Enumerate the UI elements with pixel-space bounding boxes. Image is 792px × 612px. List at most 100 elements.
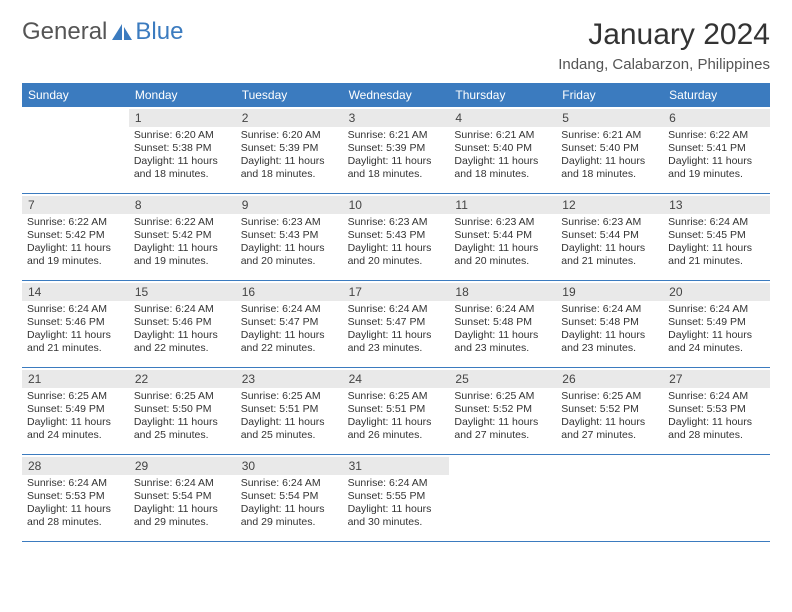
sunset-text: Sunset: 5:44 PM xyxy=(454,229,551,242)
calendar-cell: 29 Sunrise: 6:24 AMSunset: 5:54 PMDayligh… xyxy=(129,455,236,541)
daylight-text: Daylight: 11 hours and 18 minutes. xyxy=(454,155,551,181)
sunset-text: Sunset: 5:55 PM xyxy=(348,490,445,503)
sunrise-text: Sunrise: 6:23 AM xyxy=(241,216,338,229)
sunrise-text: Sunrise: 6:24 AM xyxy=(241,477,338,490)
sunrise-text: Sunrise: 6:23 AM xyxy=(561,216,658,229)
date-number: 22 xyxy=(129,370,236,388)
daylight-text: Daylight: 11 hours and 28 minutes. xyxy=(27,503,124,529)
date-number: 28 xyxy=(22,457,129,475)
day-header-cell: Thursday xyxy=(449,83,556,107)
calendar-week: 21Sunrise: 6:25 AMSunset: 5:49 PMDayligh… xyxy=(22,368,770,455)
sunrise-text: Sunrise: 6:25 AM xyxy=(134,390,231,403)
calendar-cell: 28 Sunrise: 6:24 AMSunset: 5:53 PMDayligh… xyxy=(22,455,129,541)
day-header-cell: Wednesday xyxy=(343,83,450,107)
daylight-text: Daylight: 11 hours and 29 minutes. xyxy=(134,503,231,529)
sunrise-text: Sunrise: 6:23 AM xyxy=(348,216,445,229)
sunset-text: Sunset: 5:52 PM xyxy=(454,403,551,416)
sail-icon xyxy=(111,23,133,41)
sunset-text: Sunset: 5:51 PM xyxy=(348,403,445,416)
calendar-cell: 11Sunrise: 6:23 AMSunset: 5:44 PMDayligh… xyxy=(449,194,556,280)
sunrise-text: Sunrise: 6:21 AM xyxy=(348,129,445,142)
sunrise-text: Sunrise: 6:24 AM xyxy=(134,477,231,490)
calendar-cell: 3 Sunrise: 6:21 AMSunset: 5:39 PMDaylight… xyxy=(343,107,450,193)
calendar-cell: 9 Sunrise: 6:23 AMSunset: 5:43 PMDaylight… xyxy=(236,194,343,280)
sunset-text: Sunset: 5:46 PM xyxy=(27,316,124,329)
page-title: January 2024 xyxy=(558,18,770,52)
sunset-text: Sunset: 5:38 PM xyxy=(134,142,231,155)
sunrise-text: Sunrise: 6:23 AM xyxy=(454,216,551,229)
date-number: 20 xyxy=(663,283,770,301)
calendar-cell: 25Sunrise: 6:25 AMSunset: 5:52 PMDayligh… xyxy=(449,368,556,454)
title-block: January 2024 Indang, Calabarzon, Philipp… xyxy=(558,18,770,73)
daylight-text: Daylight: 11 hours and 22 minutes. xyxy=(241,329,338,355)
sunrise-text: Sunrise: 6:22 AM xyxy=(668,129,765,142)
date-number: 3 xyxy=(343,109,450,127)
sunrise-text: Sunrise: 6:24 AM xyxy=(27,477,124,490)
date-number: 29 xyxy=(129,457,236,475)
sunset-text: Sunset: 5:39 PM xyxy=(241,142,338,155)
daylight-text: Daylight: 11 hours and 23 minutes. xyxy=(561,329,658,355)
date-number: 30 xyxy=(236,457,343,475)
sunrise-text: Sunrise: 6:24 AM xyxy=(668,390,765,403)
date-number: 10 xyxy=(343,196,450,214)
date-number xyxy=(22,109,129,126)
date-number: 7 xyxy=(22,196,129,214)
sunrise-text: Sunrise: 6:24 AM xyxy=(454,303,551,316)
daylight-text: Daylight: 11 hours and 20 minutes. xyxy=(348,242,445,268)
sunset-text: Sunset: 5:54 PM xyxy=(241,490,338,503)
daylight-text: Daylight: 11 hours and 18 minutes. xyxy=(348,155,445,181)
date-number: 11 xyxy=(449,196,556,214)
calendar-cell xyxy=(556,455,663,541)
date-number: 12 xyxy=(556,196,663,214)
sunset-text: Sunset: 5:52 PM xyxy=(561,403,658,416)
calendar-cell: 12Sunrise: 6:23 AMSunset: 5:44 PMDayligh… xyxy=(556,194,663,280)
sunset-text: Sunset: 5:53 PM xyxy=(27,490,124,503)
sunrise-text: Sunrise: 6:24 AM xyxy=(241,303,338,316)
date-number: 25 xyxy=(449,370,556,388)
date-number: 26 xyxy=(556,370,663,388)
daylight-text: Daylight: 11 hours and 19 minutes. xyxy=(27,242,124,268)
calendar-cell: 27Sunrise: 6:24 AMSunset: 5:53 PMDayligh… xyxy=(663,368,770,454)
calendar-cell: 5Sunrise: 6:21 AMSunset: 5:40 PMDaylight… xyxy=(556,107,663,193)
calendar-cell: 21Sunrise: 6:25 AMSunset: 5:49 PMDayligh… xyxy=(22,368,129,454)
sunset-text: Sunset: 5:40 PM xyxy=(454,142,551,155)
calendar-cell: 1Sunrise: 6:20 AMSunset: 5:38 PMDaylight… xyxy=(129,107,236,193)
date-number: 4 xyxy=(449,109,556,127)
sunrise-text: Sunrise: 6:21 AM xyxy=(454,129,551,142)
calendar-week: 1Sunrise: 6:20 AMSunset: 5:38 PMDaylight… xyxy=(22,107,770,194)
daylight-text: Daylight: 11 hours and 21 minutes. xyxy=(668,242,765,268)
daylight-text: Daylight: 11 hours and 24 minutes. xyxy=(668,329,765,355)
calendar-cell xyxy=(22,107,129,193)
brand-logo: General Blue xyxy=(22,18,183,46)
sunset-text: Sunset: 5:54 PM xyxy=(134,490,231,503)
page-subtitle: Indang, Calabarzon, Philippines xyxy=(558,56,770,73)
date-number: 9 xyxy=(236,196,343,214)
daylight-text: Daylight: 11 hours and 27 minutes. xyxy=(561,416,658,442)
brand-text-general: General xyxy=(22,18,107,46)
date-number: 17 xyxy=(343,283,450,301)
calendar-week: 28Sunrise: 6:24 AMSunset: 5:53 PMDayligh… xyxy=(22,455,770,542)
sunrise-text: Sunrise: 6:24 AM xyxy=(348,303,445,316)
calendar-cell: 8Sunrise: 6:22 AMSunset: 5:42 PMDaylight… xyxy=(129,194,236,280)
calendar-cell: 24Sunrise: 6:25 AMSunset: 5:51 PMDayligh… xyxy=(343,368,450,454)
sunrise-text: Sunrise: 6:24 AM xyxy=(561,303,658,316)
daylight-text: Daylight: 11 hours and 20 minutes. xyxy=(241,242,338,268)
daylight-text: Daylight: 11 hours and 26 minutes. xyxy=(348,416,445,442)
sunrise-text: Sunrise: 6:25 AM xyxy=(454,390,551,403)
daylight-text: Daylight: 11 hours and 23 minutes. xyxy=(348,329,445,355)
sunset-text: Sunset: 5:40 PM xyxy=(561,142,658,155)
sunrise-text: Sunrise: 6:25 AM xyxy=(241,390,338,403)
sunrise-text: Sunrise: 6:24 AM xyxy=(348,477,445,490)
sunset-text: Sunset: 5:43 PM xyxy=(241,229,338,242)
calendar-cell: 2Sunrise: 6:20 AMSunset: 5:39 PMDaylight… xyxy=(236,107,343,193)
date-number: 23 xyxy=(236,370,343,388)
sunset-text: Sunset: 5:39 PM xyxy=(348,142,445,155)
calendar-week: 14Sunrise: 6:24 AMSunset: 5:46 PMDayligh… xyxy=(22,281,770,368)
calendar-cell: 26Sunrise: 6:25 AMSunset: 5:52 PMDayligh… xyxy=(556,368,663,454)
day-header-cell: Sunday xyxy=(22,83,129,107)
date-number xyxy=(556,457,663,474)
date-number: 21 xyxy=(22,370,129,388)
date-number: 6 xyxy=(663,109,770,127)
day-header-cell: Tuesday xyxy=(236,83,343,107)
sunset-text: Sunset: 5:45 PM xyxy=(668,229,765,242)
